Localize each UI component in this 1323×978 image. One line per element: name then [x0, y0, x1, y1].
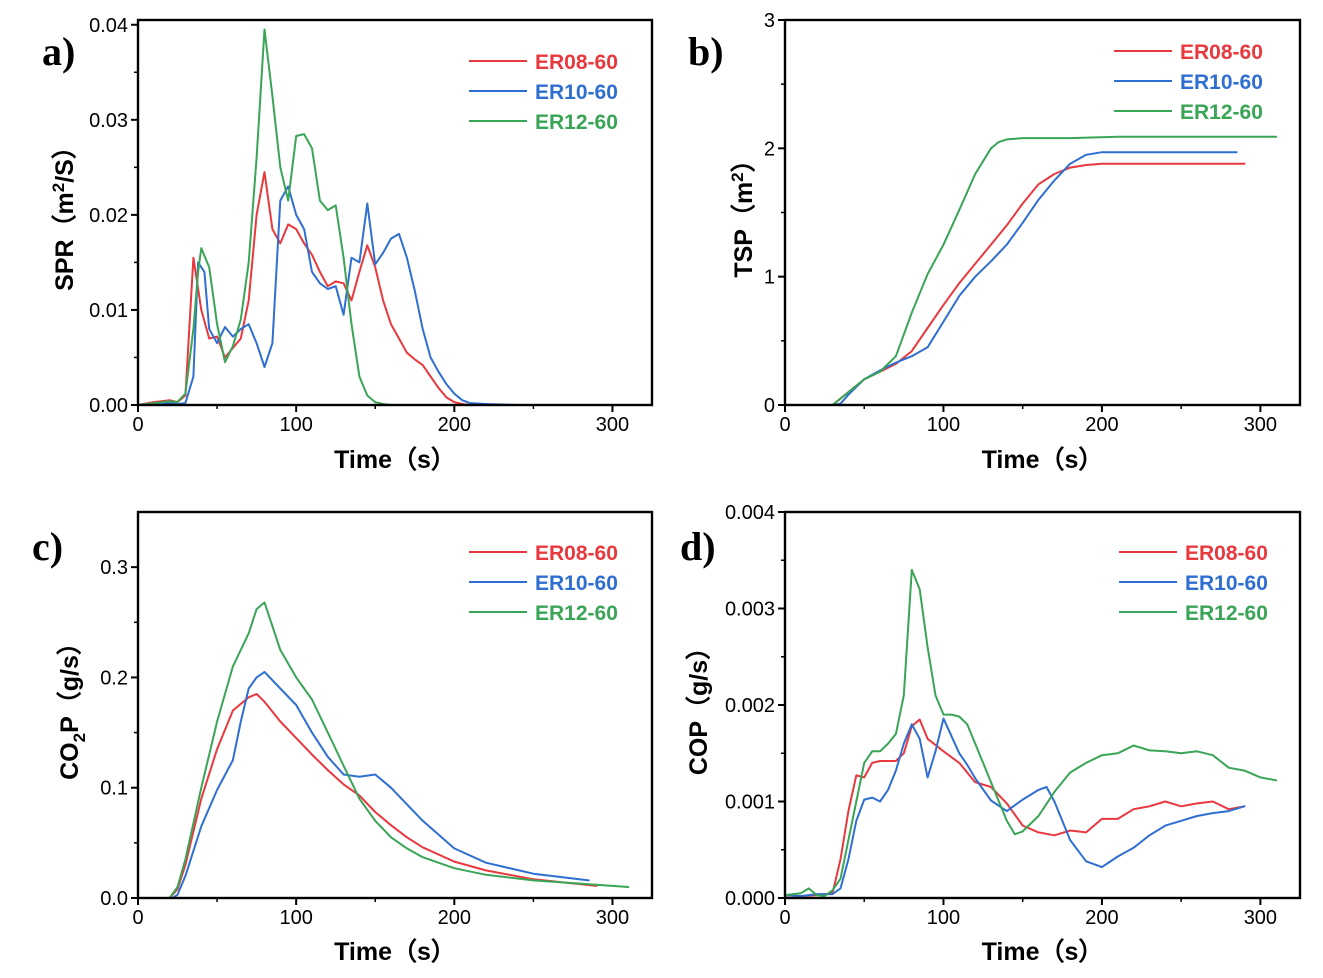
- panel-label: c): [32, 524, 63, 569]
- x-tick-label: 100: [927, 907, 960, 929]
- x-tick-label: 100: [279, 907, 312, 929]
- legend-label-er08-60: ER08-60: [535, 542, 618, 565]
- legend-label-er12-60: ER12-60: [1180, 101, 1263, 124]
- series-line-er10-60: [137, 185, 519, 406]
- y-tick-label: 0: [764, 395, 775, 417]
- series-line-er10-60: [137, 670, 590, 899]
- plot-frame: [136, 510, 654, 900]
- y-axis-label-part: 2: [70, 733, 89, 742]
- y-tick-label: 0.1: [100, 778, 128, 800]
- y-tick-label: 0.003: [725, 599, 775, 621]
- x-tick-label: 300: [596, 414, 629, 436]
- legend-label-er10-60: ER10-60: [535, 81, 618, 104]
- plot-frame: [783, 510, 1302, 900]
- series-line-er08-60: [137, 171, 472, 406]
- legend-label-er08-60: ER08-60: [1180, 41, 1263, 64]
- series-line-er08-60: [784, 718, 1246, 898]
- y-axis-label-part: ）: [729, 147, 758, 172]
- y-axis-label-part: COP（g/s）: [684, 635, 713, 775]
- y-tick-label: 0.04: [89, 15, 128, 37]
- x-tick-label: 200: [1085, 907, 1118, 929]
- y-axis-label: CO2P（g/s）: [55, 630, 89, 780]
- x-tick-label: 300: [1244, 907, 1277, 929]
- y-axis-label-part: 2: [728, 172, 747, 181]
- x-tick-label: 100: [279, 414, 312, 436]
- y-axis-label-part: P（g/s）: [55, 630, 84, 733]
- x-tick-label: 0: [779, 907, 790, 929]
- y-tick-label: 2: [764, 138, 775, 160]
- legend-label-er10-60: ER10-60: [535, 572, 618, 595]
- y-tick-label: 0.01: [89, 300, 128, 322]
- y-tick-label: 0.02: [89, 205, 128, 227]
- series-line-er12-60: [784, 568, 1278, 898]
- x-tick-label: 100: [927, 414, 960, 436]
- chart-panel-d: 0 100 200 300 0.000 0.001 0.002 0.003 0.004 Time（…: [680, 502, 1302, 966]
- y-tick-label: 0.2: [100, 667, 128, 689]
- chart-panel-c: 0 100 200 300 0.0 0.1 0.2 0.3 Time（s） CO2P（g/s） c)…: [32, 510, 654, 966]
- y-tick-label: 0.0: [100, 888, 128, 910]
- x-tick-label: 300: [1244, 414, 1277, 436]
- y-axis-label: COP（g/s）: [684, 635, 713, 775]
- y-axis-label-part: SPR（m: [50, 192, 79, 291]
- x-tick-label: 200: [1085, 414, 1118, 436]
- series-line-er12-60: [137, 28, 424, 406]
- y-tick-label: 0.00: [89, 395, 128, 417]
- panel-label: a): [42, 29, 75, 74]
- series-line-er12-60: [137, 601, 630, 899]
- plot-frame: [136, 18, 654, 407]
- y-axis-label-part: /S）: [50, 134, 79, 183]
- legend-label-er08-60: ER08-60: [1185, 542, 1268, 565]
- y-axis-label-part: 2: [49, 183, 68, 192]
- x-tick-label: 300: [596, 907, 629, 929]
- panel-label: d): [680, 524, 716, 569]
- y-tick-label: 0.3: [100, 557, 128, 579]
- chart-panel-a: 0 100 200 300 0.00 0.01 0.02 0.03 0.04 Time（s） SPR…: [42, 15, 654, 474]
- y-tick-label: 0.03: [89, 110, 128, 132]
- legend-label-er12-60: ER12-60: [535, 111, 618, 134]
- x-tick-label: 0: [779, 414, 790, 436]
- y-tick-label: 3: [764, 10, 775, 32]
- y-tick-label: 0.004: [725, 502, 775, 524]
- y-tick-label: 0.002: [725, 695, 775, 717]
- legend-label-er12-60: ER12-60: [1185, 602, 1268, 625]
- series-line-er08-60: [784, 162, 1246, 406]
- legend-label-er08-60: ER08-60: [535, 51, 618, 74]
- x-tick-label: 200: [438, 414, 471, 436]
- legend-label-er10-60: ER10-60: [1180, 71, 1263, 94]
- x-tick-label: 200: [438, 907, 471, 929]
- y-axis-label: SPR（m2/S）: [49, 134, 79, 291]
- y-tick-label: 0.000: [725, 888, 775, 910]
- y-axis-label-part: TSP（m: [729, 182, 758, 278]
- x-axis-label: Time（s）: [334, 937, 456, 966]
- y-tick-label: 1: [764, 267, 775, 289]
- y-axis-label-part: CO: [56, 742, 84, 780]
- series-line-er12-60: [784, 135, 1278, 406]
- y-tick-label: 0.001: [725, 792, 775, 814]
- panel-label: b): [688, 29, 724, 74]
- x-tick-label: 0: [132, 414, 143, 436]
- series-line-er10-60: [784, 717, 1246, 898]
- series-line-er08-60: [137, 693, 598, 899]
- y-axis-label: TSP（m2）: [728, 147, 758, 277]
- series-line-er10-60: [784, 151, 1238, 406]
- x-tick-label: 0: [132, 907, 143, 929]
- x-axis-label: Time（s）: [982, 937, 1104, 966]
- x-axis-label: Time（s）: [334, 445, 456, 474]
- legend-label-er10-60: ER10-60: [1185, 572, 1268, 595]
- legend-label-er12-60: ER12-60: [535, 602, 618, 625]
- x-axis-label: Time（s）: [982, 445, 1104, 474]
